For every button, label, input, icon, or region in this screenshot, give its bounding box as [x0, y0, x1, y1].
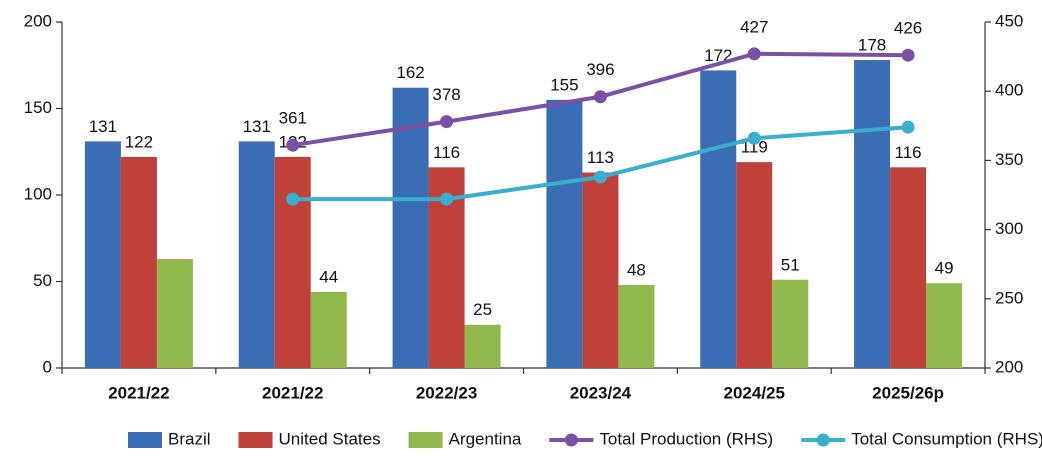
bar	[310, 291, 347, 368]
bar	[120, 156, 157, 368]
y-tick-label: 50	[33, 271, 52, 290]
bar	[700, 70, 737, 368]
data-label: 44	[319, 267, 338, 286]
line-point	[901, 120, 915, 134]
data-label: 49	[935, 259, 954, 278]
x-tick-label: 2024/25	[724, 383, 785, 402]
bar	[238, 141, 275, 368]
bar	[854, 60, 891, 369]
line-point	[593, 90, 607, 104]
line-point	[747, 131, 761, 145]
y-tick-label: 100	[24, 184, 52, 203]
x-tick-label: 2021/22	[108, 383, 169, 402]
bar	[156, 259, 193, 368]
bar	[274, 156, 311, 368]
data-label: 51	[781, 255, 800, 274]
bar	[84, 141, 121, 368]
legend-label: United States	[279, 429, 381, 448]
data-label: 427	[740, 17, 768, 36]
bar	[392, 87, 429, 369]
legend-marker	[564, 433, 578, 447]
y2-tick-label: 250	[995, 288, 1023, 307]
legend-swatch	[408, 432, 443, 448]
bar	[736, 162, 773, 368]
y2-tick-label: 300	[995, 219, 1023, 238]
legend-swatch	[238, 432, 273, 448]
legend-label: Total Consumption (RHS)	[851, 429, 1042, 448]
x-tick-label: 2021/22	[262, 383, 323, 402]
legend-label: Argentina	[449, 429, 522, 448]
legend-label: Total Production (RHS)	[599, 429, 773, 448]
data-label: 361	[279, 109, 307, 128]
x-tick-label: 2022/23	[416, 383, 477, 402]
bar	[546, 99, 583, 368]
legend-label: Brazil	[168, 429, 211, 448]
data-label: 131	[89, 117, 117, 136]
y2-tick-label: 400	[995, 81, 1023, 100]
y-tick-label: 150	[24, 98, 52, 117]
y-tick-label: 200	[24, 11, 52, 30]
data-label: 378	[432, 85, 460, 104]
data-label: 162	[396, 63, 424, 82]
y2-tick-label: 200	[995, 357, 1023, 376]
line-point	[440, 192, 454, 206]
y-tick-label: 0	[43, 357, 52, 376]
y2-tick-label: 350	[995, 150, 1023, 169]
bar	[926, 283, 963, 368]
line-point	[593, 170, 607, 184]
line-point	[286, 192, 300, 206]
line-point	[440, 115, 454, 129]
line-point	[747, 47, 761, 61]
data-label: 48	[627, 260, 646, 279]
line-point	[901, 48, 915, 62]
data-label: 426	[894, 19, 922, 38]
data-label: 122	[125, 132, 153, 151]
legend-swatch	[128, 432, 162, 448]
data-label: 396	[586, 60, 614, 79]
bar	[618, 284, 655, 368]
line-point	[286, 138, 300, 152]
x-tick-label: 2025/26p	[872, 383, 944, 402]
x-tick-label: 2023/24	[570, 383, 632, 402]
data-label: 116	[433, 143, 460, 162]
data-label: 113	[587, 148, 614, 167]
legend-marker	[816, 433, 830, 447]
data-label: 131	[243, 117, 271, 136]
data-label: 116	[895, 143, 922, 162]
bar	[464, 324, 501, 368]
bar	[582, 172, 619, 368]
y2-tick-label: 450	[995, 11, 1023, 30]
bar	[890, 167, 927, 368]
data-label: 119	[741, 138, 768, 157]
data-label: 155	[550, 75, 578, 94]
data-label: 178	[858, 36, 886, 55]
data-label: 25	[473, 300, 492, 319]
bar	[772, 279, 809, 368]
